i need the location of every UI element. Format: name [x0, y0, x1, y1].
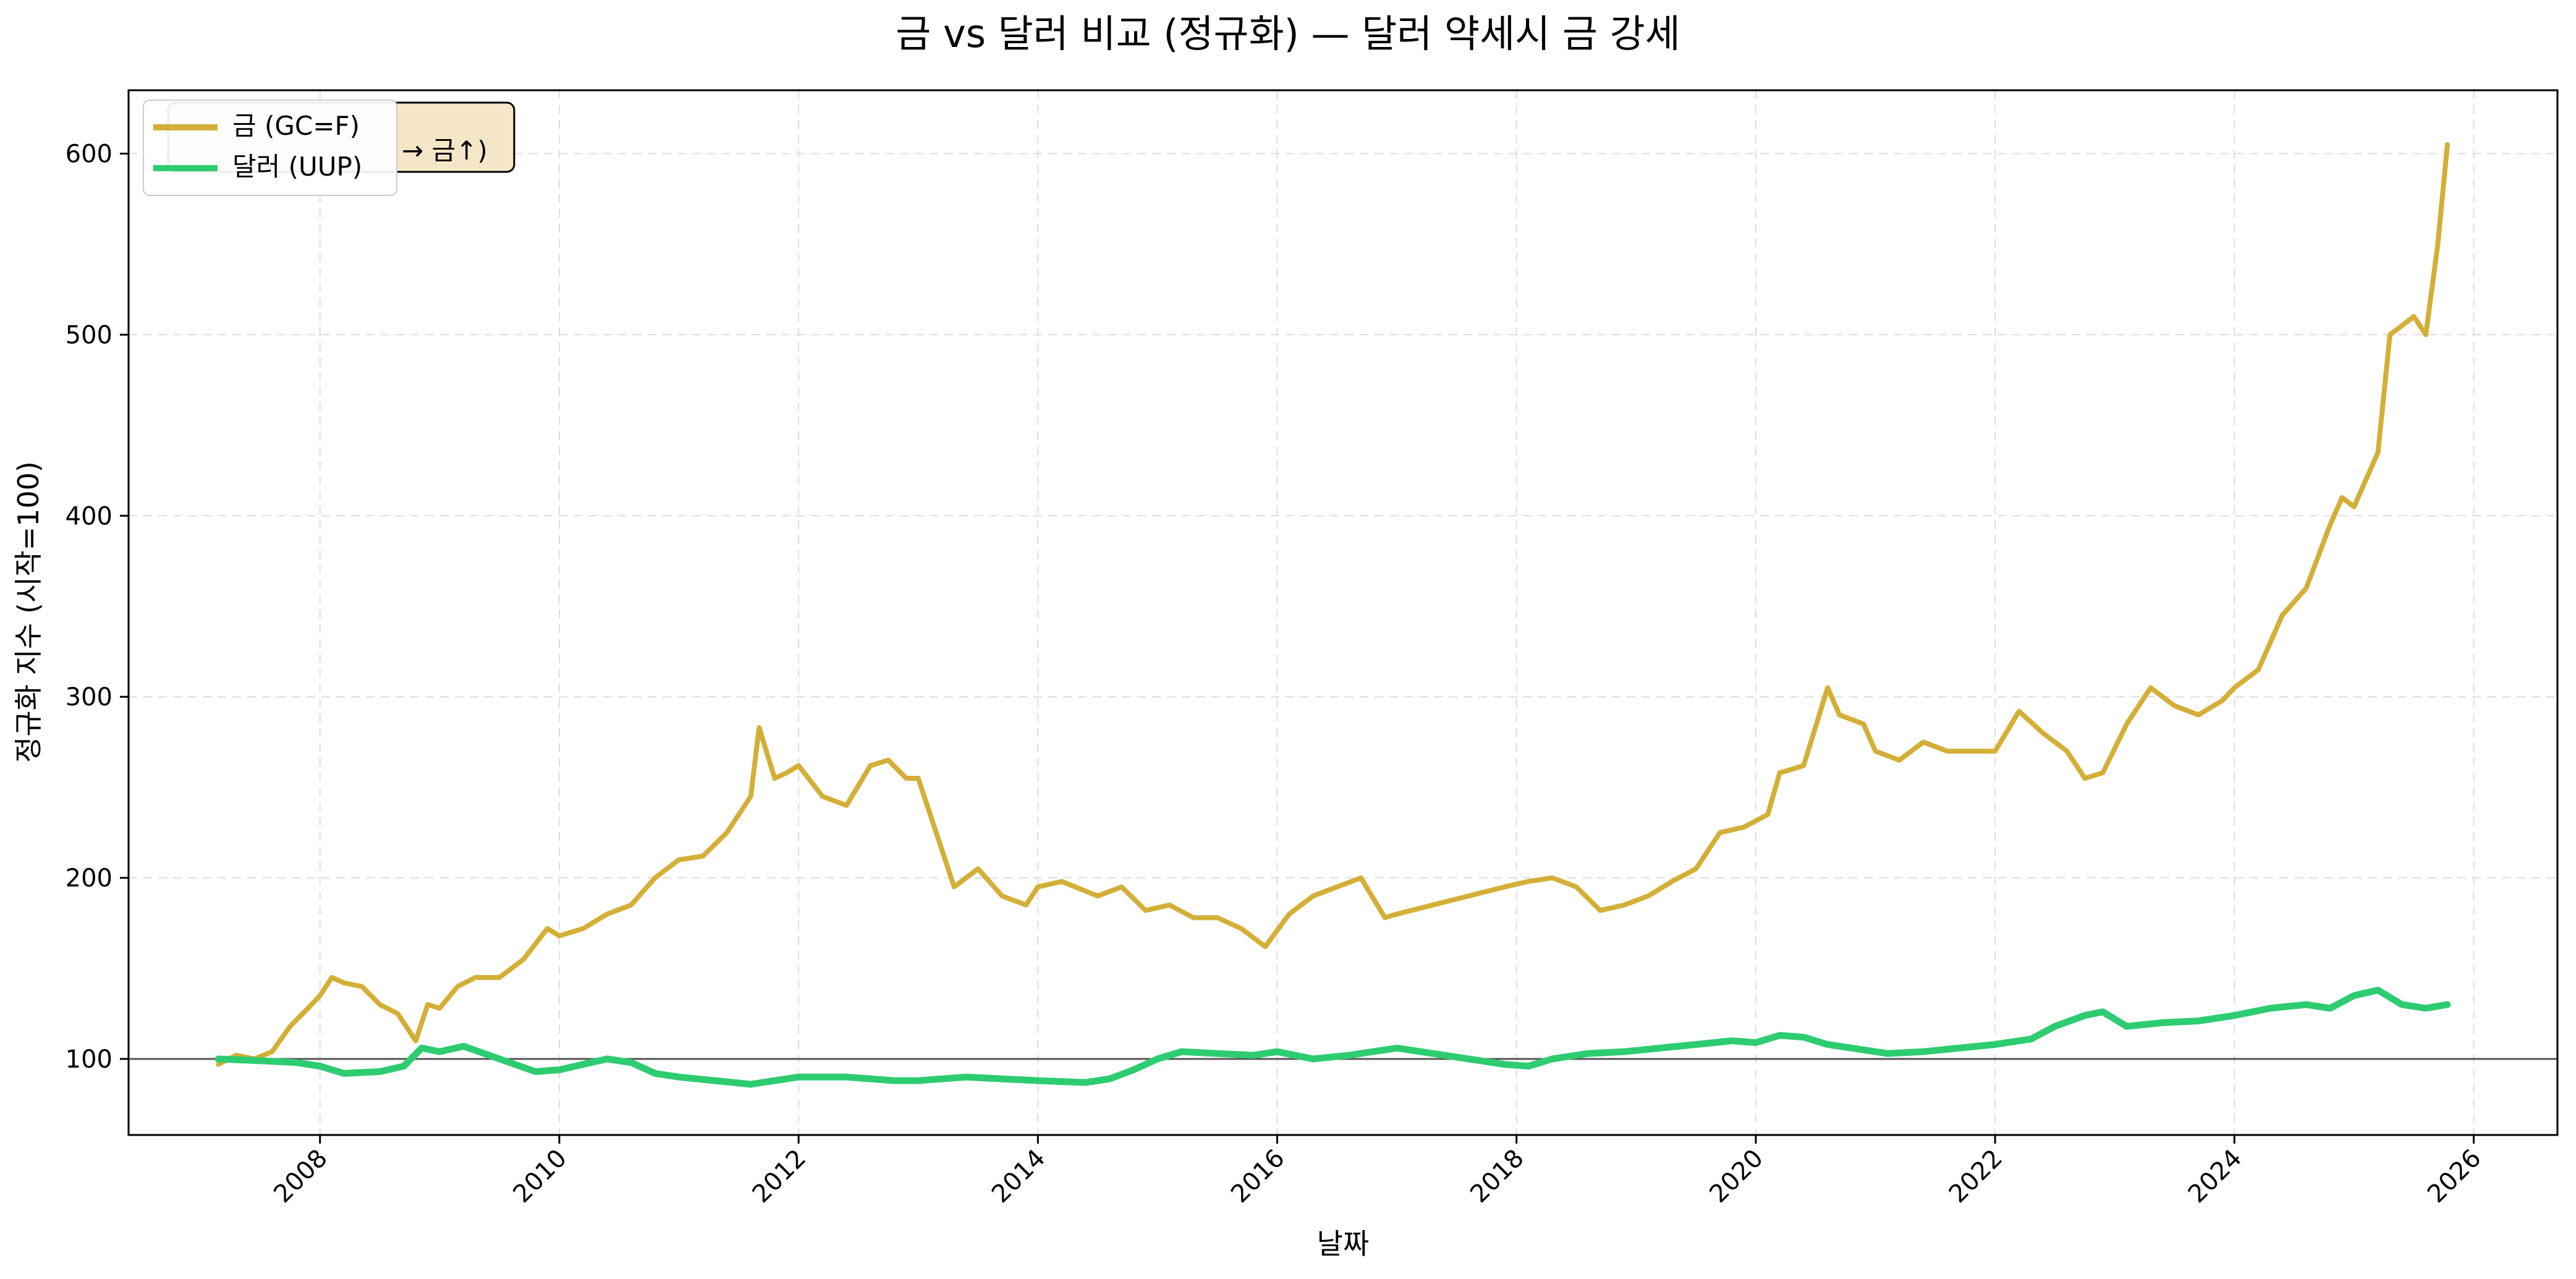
legend-label-gold: 금 (GC=F) — [232, 111, 360, 141]
gold-series-line — [216, 142, 2450, 1067]
x-axis-label: 날짜 — [1317, 1227, 1370, 1260]
annotation-text: → 금↑) — [402, 135, 488, 166]
grid-lines — [129, 90, 2557, 1135]
y-tick-label: 100 — [66, 1045, 112, 1074]
y-axis-label: 정규화 지수 (시작=100) — [12, 461, 45, 763]
legend: 금 (GC=F) 달러 (UUP) — [143, 100, 397, 196]
y-tick-label: 300 — [66, 683, 112, 712]
y-tick-label: 200 — [66, 864, 112, 893]
y-axis: 100 200 300 400 500 600 — [66, 140, 129, 1074]
y-tick-label: 600 — [66, 140, 112, 169]
chart-title: 금 vs 달러 비교 (정규화) — 달러 약세시 금 강세 — [896, 11, 1680, 56]
y-tick-label: 400 — [66, 502, 112, 530]
plot-frame — [127, 89, 2559, 1136]
dollar-series-line — [214, 987, 2451, 1088]
legend-label-dollar: 달러 (UUP) — [232, 151, 362, 182]
y-tick-label: 500 — [66, 321, 112, 349]
series-layer — [214, 142, 2451, 1088]
